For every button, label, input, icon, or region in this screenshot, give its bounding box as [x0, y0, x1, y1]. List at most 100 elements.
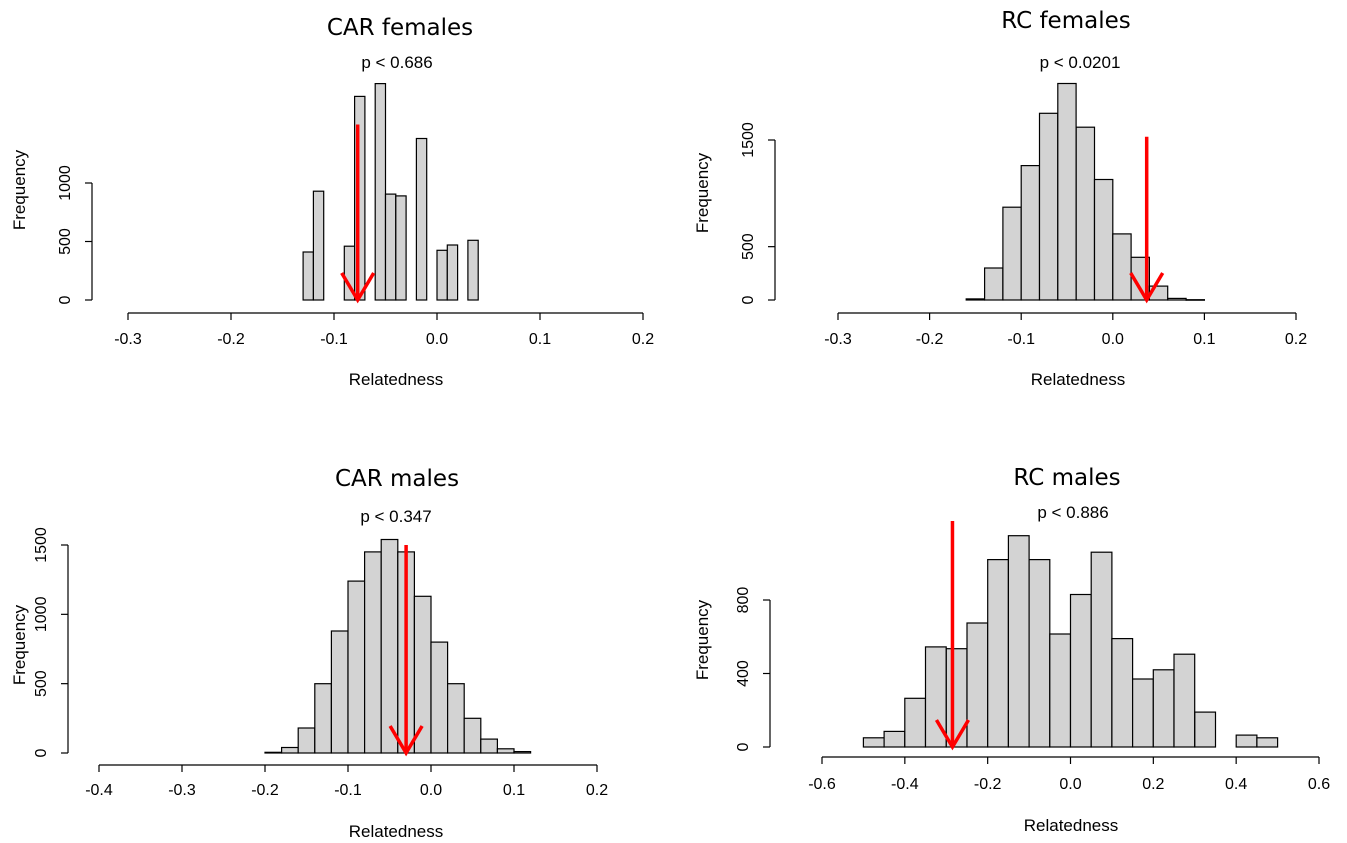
- histogram-bar: [364, 551, 382, 754]
- y-tick-label: 500: [33, 670, 50, 697]
- y-tick-label: 0: [735, 742, 752, 751]
- arrow-head: [388, 725, 424, 757]
- histogram-bar: [1007, 535, 1030, 748]
- histogram-bar: [281, 746, 299, 754]
- histogram-bar: [945, 648, 968, 748]
- panel-title: CAR males: [335, 466, 459, 492]
- y-tick-label: 500: [57, 228, 74, 255]
- x-axis-title: Relatedness: [349, 370, 444, 389]
- panel-car-males: CAR males p < 0.347 Frequency Relatednes…: [10, 466, 608, 841]
- histogram-bar: [430, 641, 449, 754]
- x-tick-label: -0.2: [916, 331, 944, 348]
- histogram-bar: [904, 697, 927, 748]
- histogram-bar: [436, 249, 448, 301]
- observed-value-arrow: [934, 520, 970, 751]
- x-tick-label: 0.2: [632, 331, 654, 348]
- histogram-bar: [1049, 633, 1072, 748]
- histogram-bar: [447, 683, 465, 754]
- histogram-bar: [380, 538, 399, 754]
- y-tick-label: 1500: [33, 527, 50, 563]
- histogram-bar: [1028, 558, 1051, 748]
- histogram-bar: [496, 748, 515, 754]
- histogram-bar: [862, 737, 885, 748]
- histogram-bar: [1167, 297, 1187, 301]
- x-tick-label: -0.1: [334, 782, 362, 799]
- histogram-bar: [966, 622, 989, 748]
- x-tick-label: 0.0: [1102, 331, 1124, 348]
- x-tick-label: 0.2: [1285, 331, 1307, 348]
- histogram-bar: [264, 751, 283, 754]
- panel-title: RC females: [1001, 8, 1130, 34]
- histogram-bar: [1194, 711, 1217, 748]
- histogram-bar: [1173, 653, 1196, 748]
- histogram-bar: [883, 730, 906, 748]
- arrow-head: [934, 719, 970, 751]
- y-tick-label: 400: [735, 660, 752, 687]
- histogram-bar: [987, 558, 1010, 748]
- x-tick-label: 0.0: [426, 331, 448, 348]
- arrow-head: [340, 272, 376, 304]
- histogram-bar: [395, 195, 407, 301]
- x-tick-label: 0.1: [503, 782, 525, 799]
- histogram-bar: [1235, 734, 1258, 748]
- histogram-bar: [513, 750, 532, 754]
- histogram-bar: [1057, 82, 1077, 301]
- panel-title: CAR females: [327, 15, 473, 41]
- x-axis-title: Relatedness: [1031, 370, 1126, 389]
- x-tick-label: -0.2: [974, 776, 1002, 793]
- x-tick-label: -0.1: [1007, 331, 1035, 348]
- x-axis-title: Relatedness: [1024, 816, 1119, 835]
- histogram-bar: [1112, 233, 1132, 301]
- p-value-label: p < 0.686: [361, 53, 432, 72]
- x-tick-label: 0.2: [586, 782, 608, 799]
- histogram-bar: [312, 190, 325, 301]
- histogram-bar: [302, 251, 315, 301]
- p-value-label: p < 0.347: [360, 507, 431, 526]
- histogram-bar: [415, 137, 428, 301]
- histogram-bar: [463, 717, 482, 754]
- histogram-bar: [1130, 256, 1150, 301]
- histogram-bar: [1075, 126, 1096, 301]
- panel-rc-females: RC females p < 0.0201 Frequency Relatedn…: [693, 8, 1307, 389]
- y-axis-title: Frequency: [10, 149, 29, 230]
- histogram-bar: [480, 738, 498, 754]
- x-tick-label: 0.0: [1059, 776, 1081, 793]
- x-tick-label: 0.1: [1193, 331, 1215, 348]
- x-tick-label: 0.2: [1142, 776, 1164, 793]
- x-tick-label: -0.1: [320, 331, 348, 348]
- x-tick-label: -0.2: [251, 782, 279, 799]
- histogram-bar: [374, 82, 387, 301]
- y-tick-label: 1000: [33, 596, 50, 632]
- histogram-bar: [330, 630, 349, 754]
- histogram-bar: [446, 244, 459, 301]
- observed-value-arrow: [388, 545, 424, 757]
- histogram-bar: [1152, 669, 1175, 748]
- panel-car-females: CAR females p < 0.686 Frequency Relatedn…: [10, 15, 654, 389]
- x-tick-label: -0.3: [168, 782, 196, 799]
- x-tick-label: -0.3: [824, 331, 852, 348]
- histogram-bar: [1111, 637, 1134, 748]
- panel-rc-males: RC males p < 0.886 Frequency Relatedness…: [693, 465, 1330, 835]
- histogram-bar: [1131, 678, 1154, 748]
- histogram-bar: [1256, 737, 1279, 748]
- arrow-head: [1129, 272, 1165, 304]
- y-axis-title: Frequency: [693, 599, 712, 680]
- x-tick-label: -0.4: [85, 782, 113, 799]
- x-tick-label: -0.4: [891, 776, 919, 793]
- x-tick-label: 0.1: [529, 331, 551, 348]
- histogram-bar: [983, 267, 1004, 301]
- y-tick-label: 1500: [740, 122, 757, 158]
- histogram-bar: [413, 595, 432, 754]
- x-tick-label: -0.3: [114, 331, 142, 348]
- x-tick-label: -0.6: [808, 776, 836, 793]
- histogram-bar: [314, 683, 332, 754]
- histogram-bar: [1185, 299, 1205, 301]
- x-tick-label: 0.0: [420, 782, 442, 799]
- histogram-bar: [347, 580, 366, 754]
- y-axis-title: Frequency: [693, 152, 712, 233]
- histogram-bar: [354, 95, 366, 301]
- histogram-bar: [1002, 206, 1022, 301]
- panel-title: RC males: [1013, 465, 1120, 491]
- x-tick-label: 0.6: [1308, 776, 1330, 793]
